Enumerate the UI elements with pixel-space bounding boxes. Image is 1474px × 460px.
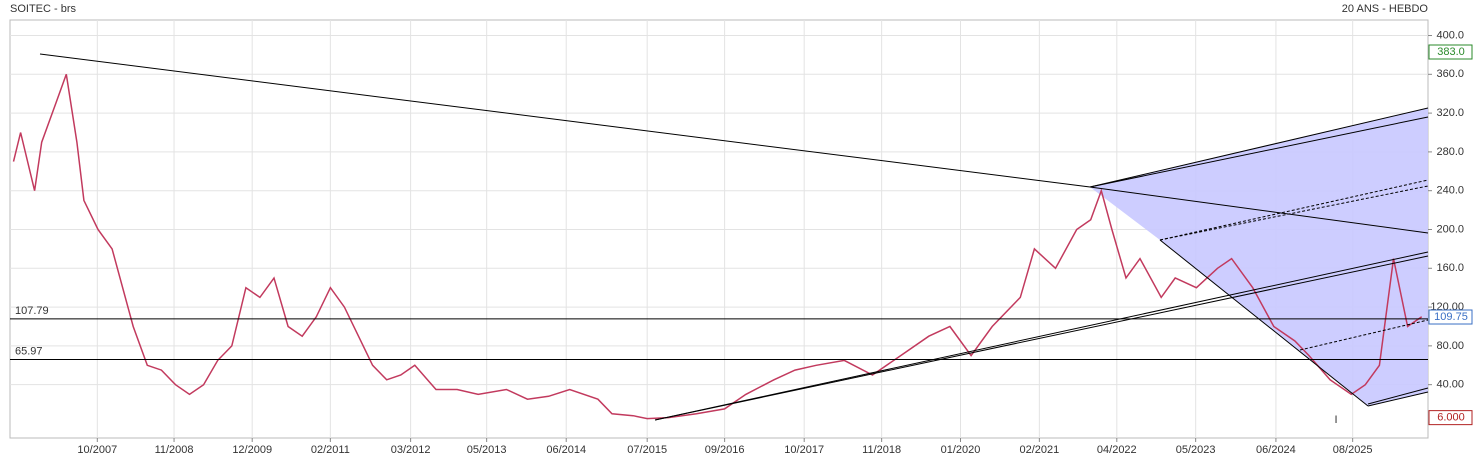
- trend-lines: [39, 53, 1429, 421]
- y-tick-label: 240.0: [1436, 185, 1464, 197]
- channel-shade: [1090, 108, 1428, 406]
- x-tick-label: 02/2021: [1019, 444, 1059, 456]
- x-tick-label: 09/2016: [705, 444, 745, 456]
- y-tick-label: 80.00: [1436, 340, 1464, 352]
- x-tick-label: 07/2015: [627, 444, 667, 456]
- y-tick-label: 280.0: [1436, 146, 1464, 158]
- x-tick-label: 02/2011: [311, 444, 350, 456]
- level-label: 65.97: [15, 345, 43, 357]
- x-tick-label: 01/2020: [941, 444, 981, 456]
- x-tick-label: 10/2007: [77, 444, 117, 456]
- price-line: [12, 74, 1423, 420]
- x-tick-label: 11/2008: [155, 444, 194, 456]
- price-badge: [1428, 410, 1473, 426]
- price-badge-label: 383.0: [1437, 46, 1465, 58]
- chart-title: SOITEC - brs: [10, 3, 77, 15]
- chart-subtitle: 20 ANS - HEBDO: [1342, 3, 1429, 15]
- y-tick-label: 360.0: [1436, 68, 1464, 80]
- x-tick-label: 10/2017: [784, 444, 824, 456]
- price-badge: [1428, 44, 1473, 60]
- price-badge-label: 6.000: [1437, 412, 1465, 424]
- levels: 107.79 65.97: [10, 305, 1428, 360]
- x-tick-label: 06/2014: [546, 444, 586, 456]
- series: [12, 74, 1423, 420]
- price-badge: [1428, 309, 1473, 325]
- x-tick-label: 12/2009: [232, 444, 272, 456]
- y-tick-label: 40.00: [1436, 379, 1464, 391]
- x-tick-label: 08/2025: [1333, 444, 1373, 456]
- y-tick-label: 320.0: [1436, 107, 1464, 119]
- x-tick-label: 04/2022: [1097, 444, 1137, 456]
- annotation: I: [1334, 414, 1337, 426]
- price-badge-label: 109.75: [1434, 311, 1468, 323]
- level-label: 107.79: [15, 305, 49, 317]
- x-tick-label: 05/2013: [467, 444, 507, 456]
- x-tick-label: 06/2024: [1256, 444, 1296, 456]
- y-tick-label: 400.0: [1436, 29, 1464, 41]
- y-tick-label: 200.0: [1436, 223, 1464, 235]
- x-tick-label: 05/2023: [1176, 444, 1216, 456]
- x-tick-label: 11/2018: [862, 444, 901, 456]
- x-tick-label: 03/2012: [391, 444, 431, 456]
- y-tick-label: 160.0: [1436, 262, 1464, 274]
